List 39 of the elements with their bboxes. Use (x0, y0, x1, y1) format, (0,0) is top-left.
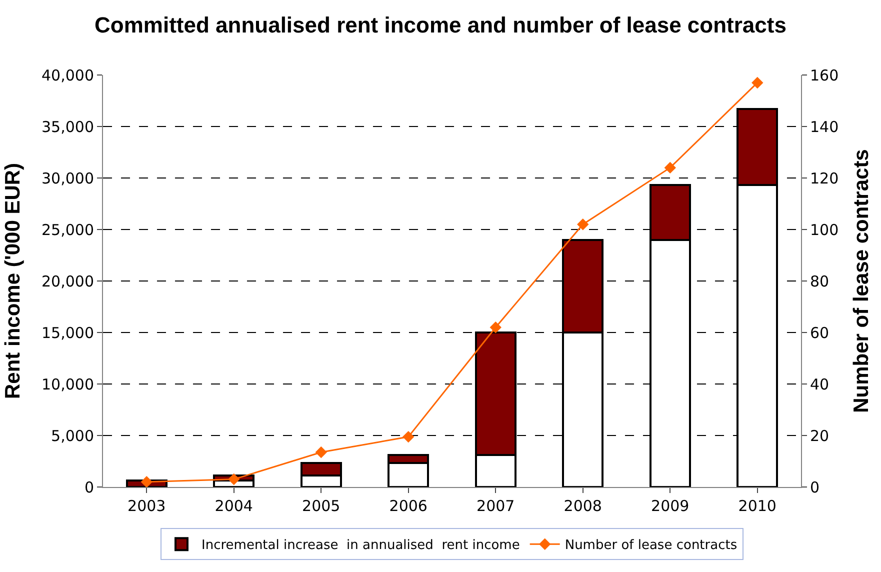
y2-tick-label: 40 (810, 375, 830, 394)
x-tick-label: 2010 (738, 497, 776, 515)
y-tick-label: 25,000 (42, 220, 94, 239)
x-tick-label: 2004 (214, 497, 253, 515)
y2-tick-label: 120 (810, 169, 839, 188)
point (228, 473, 240, 486)
y2-tick-label: 0 (810, 478, 820, 496)
point (664, 162, 676, 174)
x-tick-label: 2008 (564, 497, 602, 515)
y-tick-label: 30,000 (42, 169, 94, 188)
point (315, 446, 327, 458)
y2-tick-label: 100 (810, 220, 839, 239)
y-tick-label: 35,000 (42, 118, 94, 136)
x-tick-label: 2003 (128, 497, 166, 515)
y-axis-title: Rent income ('000 EUR) (2, 162, 25, 400)
y-tick-label: 5,000 (51, 426, 94, 445)
y-tick-label: 10,000 (42, 375, 94, 394)
x-tick-label: 2006 (389, 497, 428, 515)
y-tick-label: 40,000 (42, 66, 94, 84)
point (577, 218, 589, 230)
point (140, 476, 152, 487)
legend-label: Number of lease contracts (564, 538, 738, 554)
y-tick-label: 0 (84, 478, 94, 496)
x-tick-label: 2007 (476, 497, 515, 515)
y2-tick-label: 20 (810, 426, 830, 445)
x-tick-label: 2009 (651, 497, 690, 515)
y2-tick-label: 60 (810, 324, 830, 342)
y-tick-label: 20,000 (42, 272, 94, 290)
legend-label: Incremental increase in annualised rent income (202, 538, 520, 554)
point (490, 322, 502, 334)
y-tick-label: 15,000 (42, 324, 94, 342)
x-tick-label: 2005 (302, 497, 340, 515)
point (402, 430, 414, 443)
point (752, 76, 764, 89)
chart-title: Committed annualised rent income and number of lease contracts (94, 12, 786, 38)
y2-tick-label: 80 (810, 272, 830, 290)
y2-axis-title: Number of lease contracts (850, 149, 873, 413)
y2-tick-label: 160 (810, 66, 839, 84)
y2-tick-label: 140 (810, 118, 839, 136)
